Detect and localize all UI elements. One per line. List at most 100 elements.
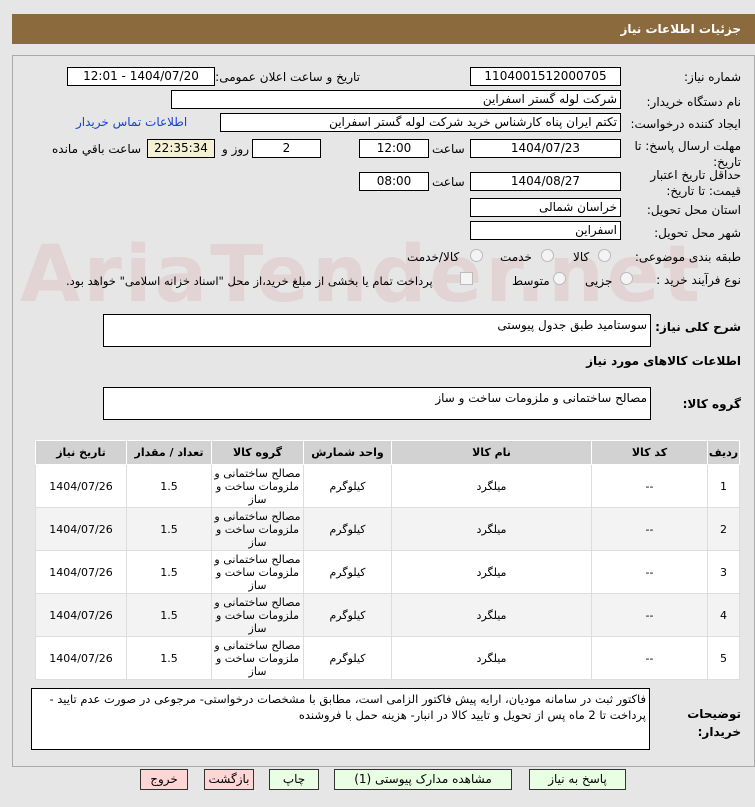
- reply-button[interactable]: پاسخ به نیاز: [529, 769, 626, 790]
- validity-time-label: ساعت: [432, 175, 465, 189]
- cell-need-date: 1404/07/26: [35, 636, 127, 680]
- cell-quantity: 1.5: [126, 636, 212, 680]
- city-field: اسفراین: [470, 221, 621, 240]
- radio-goods-service-label: کالا/خدمت: [407, 250, 460, 264]
- need-number-field: 1104001512000705: [470, 67, 621, 86]
- cell-row-number: 2: [707, 507, 740, 551]
- goods-group-label: گروه کالا:: [682, 397, 741, 411]
- cell-need-date: 1404/07/26: [35, 464, 127, 508]
- cell-need-date: 1404/07/26: [35, 550, 127, 594]
- announce-label: تاریخ و ساعت اعلان عمومی:: [215, 70, 360, 84]
- cell-item-group: مصالح ساختمانی و ملزومات ساخت و ساز: [211, 550, 304, 594]
- payment-note: پرداخت تمام یا بخشی از مبلغ خرید،از محل …: [66, 274, 433, 288]
- col-group: گروه کالا: [211, 440, 304, 465]
- col-date: تاریخ نیاز: [35, 440, 127, 465]
- radio-goods-label: کالا: [573, 250, 590, 264]
- need-number-label: شماره نیاز:: [684, 70, 741, 84]
- creator-field: تکتم ایران پناه کارشناس خرید شرکت لوله گ…: [220, 113, 621, 132]
- contact-buyer-link[interactable]: اطلاعات تماس خریدار: [76, 115, 188, 129]
- cell-item-code: --: [591, 550, 708, 594]
- radio-medium[interactable]: [553, 272, 566, 285]
- radio-minor-label: جزیی: [585, 274, 613, 288]
- validity-time-field: 08:00: [359, 172, 429, 191]
- watermark-logo: AriaTender.net: [20, 230, 703, 320]
- notes-label: توضیحات خریدار:: [687, 707, 741, 739]
- radio-goods-service[interactable]: [470, 249, 483, 262]
- col-qty: تعداد / مقدار: [126, 440, 212, 465]
- announce-field: 1404/07/20 - 12:01: [67, 67, 215, 86]
- cell-quantity: 1.5: [126, 507, 212, 551]
- table-row: 5 -- میلگرد کیلوگرم مصالح ساختمانی و ملزومات…: [35, 636, 740, 680]
- back-button[interactable]: بازگشت: [204, 769, 254, 790]
- col-row: ردیف: [707, 440, 740, 465]
- cell-item-name: میلگرد: [391, 507, 592, 551]
- category-label: طبقه بندی موضوعی:: [634, 250, 741, 264]
- radio-service[interactable]: [541, 249, 554, 262]
- cell-unit: کیلوگرم: [303, 636, 392, 680]
- table-row: 1 -- میلگرد کیلوگرم مصالح ساختمانی و ملزومات…: [35, 464, 740, 508]
- days-field: 2: [252, 139, 321, 158]
- validity-date-field: 1404/08/27: [470, 172, 621, 191]
- cell-unit: کیلوگرم: [303, 550, 392, 594]
- treasury-checkbox[interactable]: [460, 272, 473, 285]
- cell-item-group: مصالح ساختمانی و ملزومات ساخت و ساز: [211, 464, 304, 508]
- cell-quantity: 1.5: [126, 550, 212, 594]
- page-header: جزئیات اطلاعات نیاز: [12, 14, 755, 44]
- attachments-button[interactable]: مشاهده مدارک پیوستی (1): [334, 769, 512, 790]
- remaining-time-field: 22:35:34: [147, 139, 215, 158]
- cell-row-number: 5: [707, 636, 740, 680]
- cell-row-number: 3: [707, 550, 740, 594]
- cell-need-date: 1404/07/26: [35, 507, 127, 551]
- cell-item-group: مصالح ساختمانی و ملزومات ساخت و ساز: [211, 636, 304, 680]
- table-row: 3 -- میلگرد کیلوگرم مصالح ساختمانی و ملزومات…: [35, 550, 740, 594]
- process-type-label: نوع فرآیند خرید :: [656, 273, 741, 287]
- validity-label: حداقل تاریخ اعتبار قیمت: تا تاریخ:: [650, 168, 741, 198]
- col-code: کد کالا: [591, 440, 708, 465]
- deadline-time-field: 12:00: [359, 139, 429, 158]
- cell-quantity: 1.5: [126, 593, 212, 637]
- deadline-date-field: 1404/07/23: [470, 139, 621, 158]
- table-row: 4 -- میلگرد کیلوگرم مصالح ساختمانی و ملزومات…: [35, 593, 740, 637]
- exit-button[interactable]: خروج: [140, 769, 188, 790]
- table-header-row: ردیف کد کالا نام کالا واحد شمارش گروه کا…: [35, 440, 740, 465]
- goods-table: ردیف کد کالا نام کالا واحد شمارش گروه کا…: [35, 440, 740, 680]
- cell-row-number: 4: [707, 593, 740, 637]
- days-label: روز و: [222, 142, 249, 156]
- radio-goods[interactable]: [598, 249, 611, 262]
- cell-row-number: 1: [707, 464, 740, 508]
- cell-item-name: میلگرد: [391, 636, 592, 680]
- summary-field: سوستامید طبق جدول پیوستی: [103, 314, 651, 347]
- cell-item-code: --: [591, 593, 708, 637]
- province-label: استان محل تحویل:: [646, 203, 741, 217]
- radio-service-label: خدمت: [500, 250, 532, 264]
- cell-quantity: 1.5: [126, 464, 212, 508]
- deadline-label: مهلت ارسال پاسخ: تا تاریخ:: [634, 139, 741, 169]
- buyer-field: شرکت لوله گستر اسفراین: [171, 90, 621, 109]
- cell-item-group: مصالح ساختمانی و ملزومات ساخت و ساز: [211, 593, 304, 637]
- province-field: خراسان شمالی: [470, 198, 621, 217]
- cell-item-code: --: [591, 507, 708, 551]
- col-name: نام کالا: [391, 440, 592, 465]
- cell-need-date: 1404/07/26: [35, 593, 127, 637]
- deadline-time-label: ساعت: [432, 142, 465, 156]
- cell-unit: کیلوگرم: [303, 464, 392, 508]
- radio-medium-label: متوسط: [512, 274, 550, 288]
- buyer-label: نام دستگاه خریدار:: [646, 95, 742, 109]
- cell-item-group: مصالح ساختمانی و ملزومات ساخت و ساز: [211, 507, 304, 551]
- summary-label: شرح کلی نیاز:: [655, 320, 741, 334]
- cell-item-name: میلگرد: [391, 464, 592, 508]
- goods-group-field: مصالح ساختمانی و ملزومات ساخت و ساز: [103, 387, 651, 420]
- cell-unit: کیلوگرم: [303, 507, 392, 551]
- remaining-label: ساعت باقي مانده: [52, 142, 142, 156]
- col-unit: واحد شمارش: [303, 440, 392, 465]
- radio-minor[interactable]: [620, 272, 633, 285]
- city-label: شهر محل تحویل:: [654, 226, 741, 240]
- cell-item-name: میلگرد: [391, 550, 592, 594]
- print-button[interactable]: چاپ: [269, 769, 319, 790]
- cell-item-code: --: [591, 464, 708, 508]
- notes-field: فاکتور ثبت در سامانه مودیان، ارایه پیش ف…: [31, 688, 650, 750]
- cell-item-name: میلگرد: [391, 593, 592, 637]
- cell-unit: کیلوگرم: [303, 593, 392, 637]
- creator-label: ایجاد کننده درخواست:: [630, 117, 741, 131]
- goods-section-title: اطلاعات کالاهای مورد نیاز: [586, 354, 741, 368]
